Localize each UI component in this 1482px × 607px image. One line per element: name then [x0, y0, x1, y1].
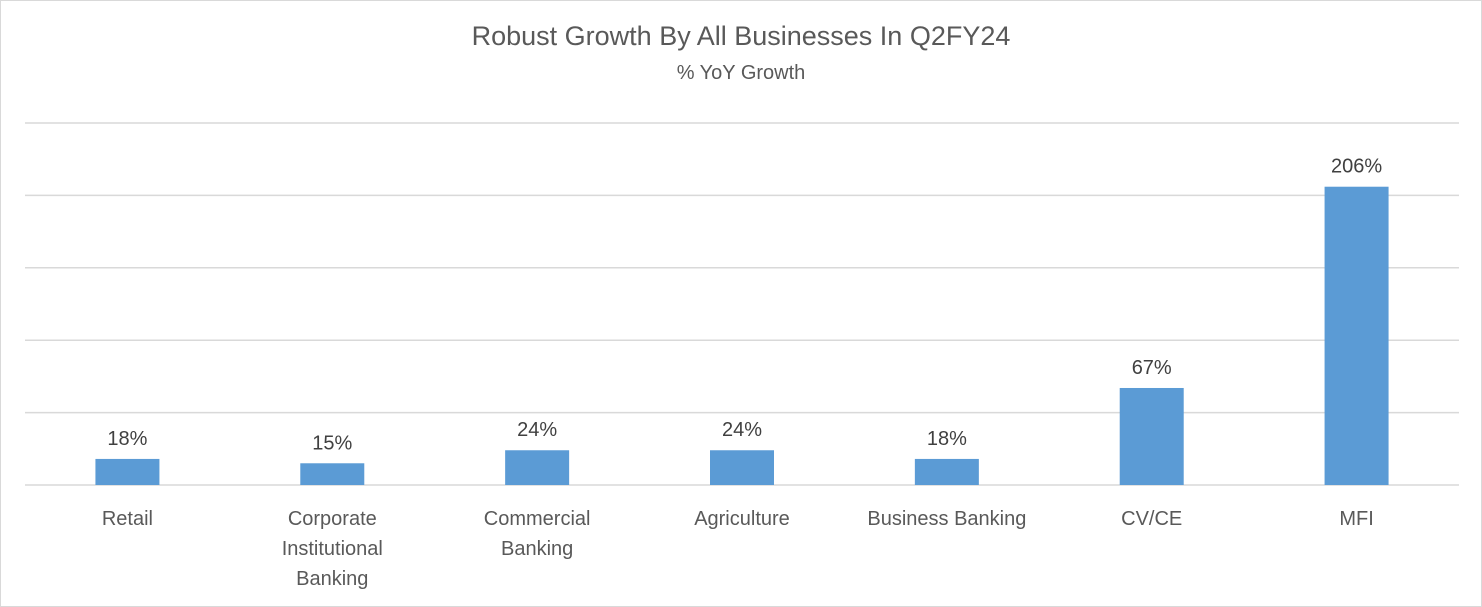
bar — [1324, 186, 1389, 485]
bar — [710, 450, 774, 485]
bar — [300, 463, 365, 485]
data-label: 18% — [927, 428, 967, 450]
category-label: Commercial Banking — [484, 508, 591, 560]
category-label: Corporate Institutional Banking — [282, 508, 383, 590]
category-label: Agriculture — [694, 508, 790, 530]
bar — [914, 458, 979, 485]
data-label: 67% — [1132, 357, 1172, 379]
chart-subtitle: % YoY Growth — [676, 62, 806, 84]
category-label: Retail — [102, 508, 153, 530]
bar — [95, 458, 160, 485]
data-label: 15% — [312, 432, 352, 454]
bar — [505, 450, 570, 485]
data-label: 24% — [722, 419, 762, 441]
category-label: MFI — [1339, 508, 1373, 530]
category-label: CV/CE — [1121, 508, 1182, 530]
data-label: 206% — [1331, 156, 1382, 178]
data-label: 18% — [107, 428, 147, 450]
chart-title: Robust Growth By All Businesses In Q2FY2… — [471, 21, 1011, 51]
bar — [1119, 387, 1184, 485]
category-label: Business Banking — [867, 508, 1026, 530]
data-label: 24% — [517, 419, 557, 441]
